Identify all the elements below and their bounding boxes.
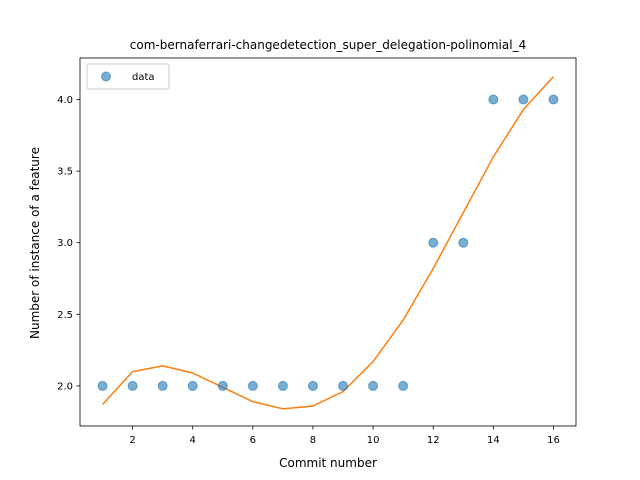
x-tick-label: 2 [129, 435, 135, 446]
data-point [428, 237, 439, 248]
legend: data [86, 63, 170, 90]
plot-frame [79, 57, 577, 427]
data-point [368, 380, 379, 391]
x-axis-ticks: 2 4 6 8 10 12 14 16 [129, 426, 560, 446]
y-tick-label: 3.5 [57, 167, 73, 178]
x-tick-label: 4 [190, 435, 196, 446]
y-tick-label: 2.0 [57, 381, 73, 392]
y-tick-label: 2.5 [57, 310, 73, 321]
data-point [157, 380, 168, 391]
data-point [338, 380, 349, 391]
data-point [187, 380, 198, 391]
data-points-layer [97, 94, 559, 391]
data-point [488, 94, 499, 105]
legend-box [86, 63, 170, 90]
data-point [307, 380, 318, 391]
y-tick-label: 3.0 [57, 238, 73, 249]
x-tick-label: 12 [427, 435, 440, 446]
x-tick-label: 16 [547, 435, 560, 446]
x-tick-label: 6 [250, 435, 256, 446]
y-axis-ticks: 2.0 2.5 3.0 3.5 4.0 [57, 95, 80, 392]
fit-line-layer [101, 76, 555, 410]
x-tick-label: 14 [487, 435, 500, 446]
plot-area [80, 58, 576, 426]
x-tick-label: 8 [310, 435, 316, 446]
data-point [247, 380, 258, 391]
data-point [458, 237, 469, 248]
data-point [127, 380, 138, 391]
data-point [548, 94, 559, 105]
fit-line [101, 76, 555, 410]
y-tick-label: 4.0 [57, 95, 73, 106]
y-axis-label: Number of instance of a feature [28, 147, 42, 339]
data-point [398, 380, 409, 391]
data-point [217, 380, 228, 391]
x-axis-label: Commit number [279, 456, 377, 470]
chart-title: com-bernaferrari-changedetection_super_d… [130, 38, 526, 52]
legend-marker-data [101, 71, 111, 82]
data-point [518, 94, 529, 105]
data-point [97, 380, 108, 391]
x-tick-label: 10 [367, 435, 380, 446]
data-point [277, 380, 288, 391]
legend-label-data: data [132, 72, 155, 83]
